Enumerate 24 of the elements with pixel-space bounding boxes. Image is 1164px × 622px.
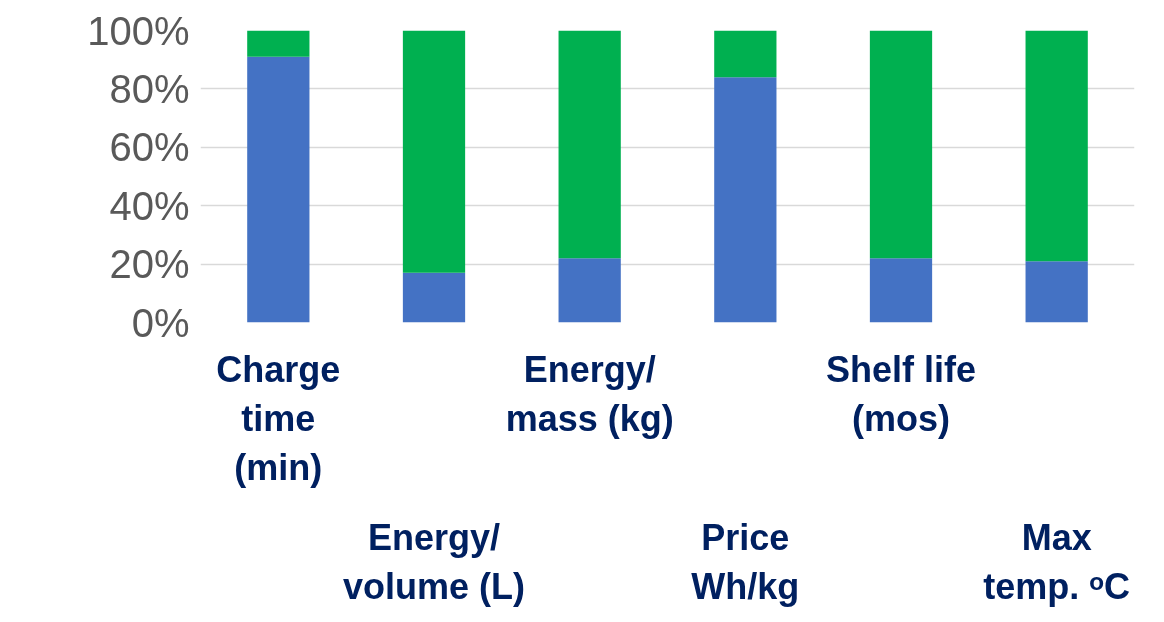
x-tick-label: Energy/ mass (kg) [505, 348, 674, 439]
y-tick-label: 40% [109, 183, 190, 228]
bar [869, 258, 933, 323]
x-tick-label: Shelf life (mos) [825, 348, 977, 439]
x-tick-label: Charge time (min) [216, 348, 341, 488]
y-tick-label: 100% [87, 8, 190, 53]
x-tick-label: Max temp. ᵒC [983, 516, 1131, 607]
bar [869, 30, 933, 259]
bar [558, 258, 621, 323]
y-tick-label: 20% [109, 242, 190, 287]
bar [558, 30, 621, 259]
bar [1025, 261, 1088, 323]
bar [402, 30, 466, 273]
bar [714, 77, 777, 323]
y-tick-label: 0% [131, 300, 190, 345]
bar [1025, 30, 1088, 262]
bar [247, 56, 310, 323]
bar [247, 30, 310, 57]
x-tick-label: Energy/ volume (L) [343, 516, 526, 607]
bar [714, 30, 777, 78]
bar [402, 272, 466, 323]
x-tick-label: Price Wh/kg [691, 516, 800, 607]
y-tick-label: 80% [109, 66, 190, 111]
y-tick-label: 60% [109, 125, 190, 170]
